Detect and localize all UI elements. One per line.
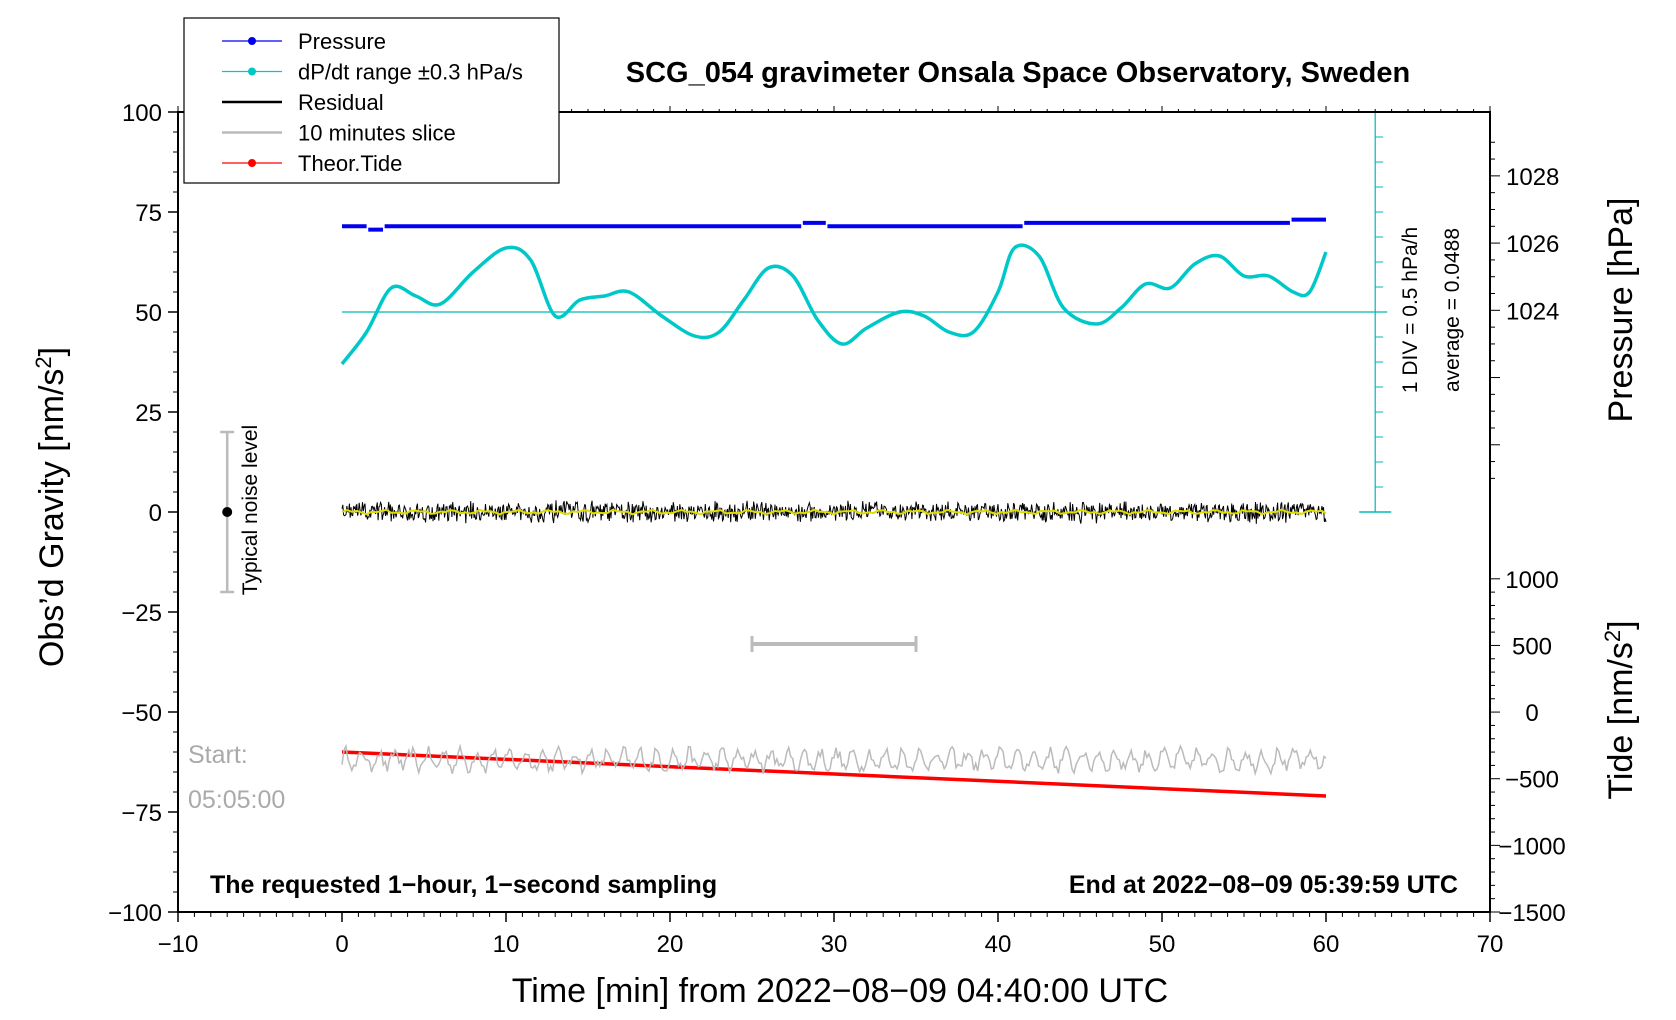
y-tick-label: −100 (108, 900, 162, 927)
y-axis-title-left: Obs’d Gravity [nm/s2] (31, 347, 71, 667)
y-tick-label: −50 (121, 700, 162, 727)
legend-label: dP/dt range ±0.3 hPa/s (298, 60, 523, 85)
legend-box (183, 17, 560, 184)
noise-bar-center (222, 507, 233, 517)
x-tick-label: 10 (493, 931, 520, 958)
y-tick-label: −25 (121, 600, 162, 627)
y-tick-label: 0 (149, 500, 162, 527)
legend-label: Pressure (298, 29, 386, 54)
legend-marker (248, 67, 256, 76)
pressure-tick-label: 1028 (1506, 164, 1559, 191)
y-tick-label: 50 (135, 300, 162, 327)
y-axis-title-pressure: Pressure [hPa] (1602, 198, 1640, 423)
tide-tick-label: −1000 (1498, 833, 1565, 860)
y-tick-label: 75 (135, 200, 162, 227)
sampling-note: The requested 1−hour, 1−second sampling (210, 871, 717, 899)
x-tick-label: 60 (1313, 931, 1340, 958)
x-tick-label: 20 (657, 931, 684, 958)
noise-level-label: Typical noise level (239, 425, 262, 595)
legend: Pressure dP/dt range ±0.3 hPa/s Residual 10… (183, 17, 560, 184)
chart-title: SCG_054 gravimeter Onsala Space Observat… (626, 57, 1410, 89)
x-tick-label: 40 (985, 931, 1012, 958)
x-axis-title: Time [min] from 2022−08−09 04:40:00 UTC (512, 972, 1168, 1010)
start-label: Start: (188, 741, 248, 769)
legend-label: Theor.Tide (298, 151, 402, 176)
tide-line (341, 750, 1327, 798)
y-axis-title-tide: Tide [nm/s2] (1600, 620, 1640, 799)
legend-label: 10 minutes slice (298, 121, 456, 146)
x-tick-label: 70 (1477, 931, 1504, 958)
start-time-label: 05:05:00 (188, 786, 285, 814)
y-tick-label: 25 (135, 400, 162, 427)
dpdt-average-label: average = 0.0488 (1441, 228, 1464, 392)
legend-marker (248, 159, 256, 167)
y-tick-label: 100 (122, 100, 162, 127)
slice-line (341, 743, 1327, 777)
tide-tick-label: 1000 (1505, 567, 1558, 594)
end-time-note: End at 2022−08−09 05:39:59 UTC (1069, 871, 1458, 899)
tide-tick-label: 0 (1525, 700, 1538, 727)
x-tick-label: −10 (158, 931, 199, 958)
legend-label: Residual (298, 90, 384, 115)
pressure-tick-label: 1024 (1506, 298, 1559, 325)
dpdt-div-label: 1 DIV = 0.5 hPa/h (1399, 227, 1422, 393)
x-tick-label: 0 (335, 931, 348, 958)
x-tick-label: 50 (1149, 931, 1176, 958)
tide-tick-label: −500 (1505, 767, 1559, 794)
residual-smooth-line (341, 508, 1327, 516)
tide-tick-label: −1500 (1498, 900, 1565, 927)
pressure-tick-label: 1026 (1506, 231, 1559, 258)
tide-tick-label: 500 (1512, 633, 1552, 660)
y-tick-label: −75 (121, 800, 162, 827)
legend-marker (248, 37, 256, 45)
dpdt-line (340, 243, 1328, 366)
x-tick-label: 30 (821, 931, 848, 958)
residual-line (341, 500, 1327, 524)
